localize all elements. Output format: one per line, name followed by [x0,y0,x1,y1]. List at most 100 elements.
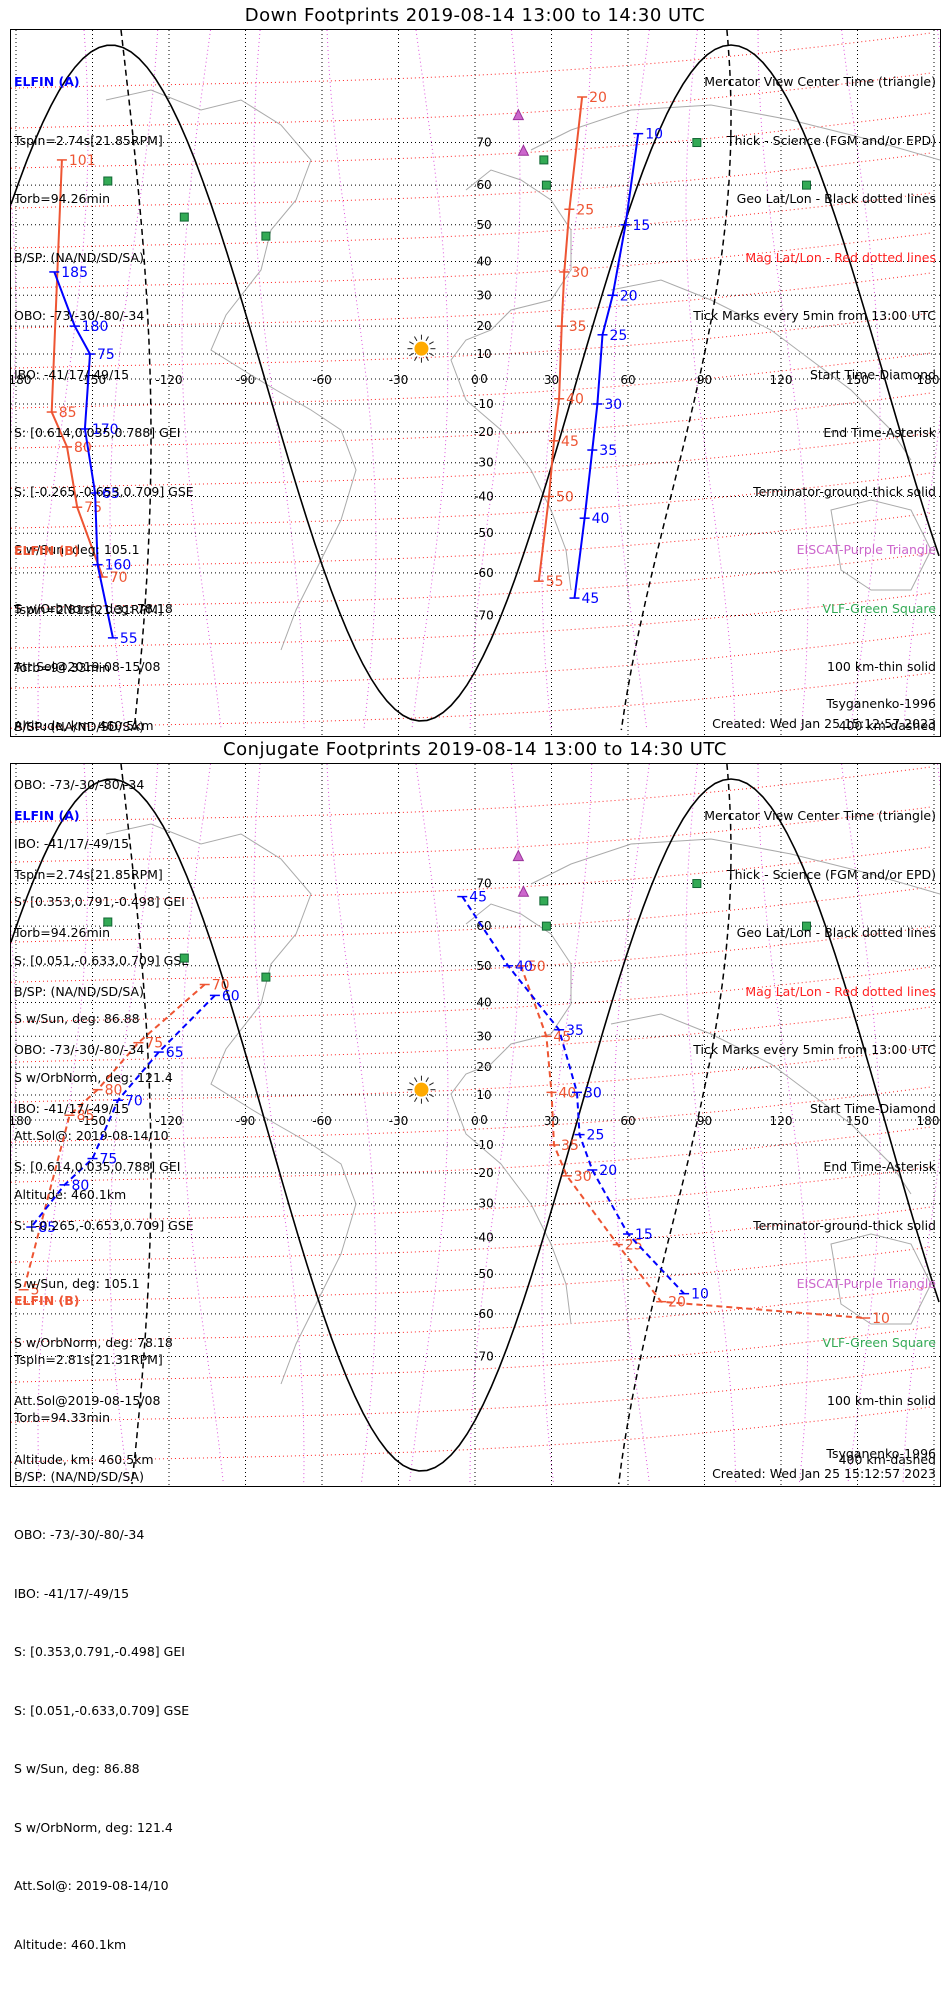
lon-tick-label: -60 [312,373,332,387]
vlf-square [179,212,189,222]
coastline [450,903,572,1325]
mag-lat-line [11,472,932,529]
mag-lat-line [11,1126,932,1183]
coastline [830,1233,932,1325]
elfin-a-line: S: [0.614,0.035,0.788] GEI [14,1159,181,1174]
mag-lat-line [11,1046,932,1103]
conjugate-footprints-map-panel: 180 -150 -120 -90 -60 -30 0 30 60 90 120 150 180 70 60… [10,763,941,1952]
legend-item: Geo Lat/Lon - Black dotted lines [736,925,936,940]
elfin-a-line: S w/OrbNorm, deg: 78.18 [14,600,173,616]
elfin-b-tick-label: 25 [576,202,594,218]
vlf-square [103,176,113,186]
mag-lat-line [11,32,932,89]
elfin-b-line: S: [0.051,-0.633,0.709] GSE [14,1702,190,1718]
elfin-b-line: S w/Sun, deg: 86.88 [14,1761,140,1776]
lat-tick-label: -20 [474,1166,494,1180]
sun-ray [425,1097,429,1103]
mag-lat-line [11,552,932,609]
lon-tick-label: 120 [770,373,793,387]
elfin-a-tick-label: 15 [635,1227,653,1243]
sun-ray [428,1082,434,1086]
lat-tick-label: -50 [474,1267,494,1281]
elfin-b-tick-label: 50 [556,490,574,506]
lon-tick-label: 0 [471,373,479,387]
altitude-400km-line [120,764,152,1485]
lat-tick-label: -20 [474,425,494,439]
altitude-400km-line [620,30,732,731]
elfin-a-tick-label: 60 [222,988,240,1004]
elfin-b-tick-label: 10 [872,1311,890,1327]
mag-lat-line [11,1246,932,1303]
lat-tick-label: 10 [476,1088,491,1102]
elfin-a-name: ELFIN (A) [14,808,80,823]
vlf-square [692,879,702,889]
lat-tick-label: -70 [474,1349,494,1363]
legend-item: 100 km-thin solid [827,659,936,674]
lat-tick-label: -30 [474,456,494,470]
elfin-a-tick-label: 40 [592,511,610,527]
vlf-square [541,180,551,190]
elfin-a-line: Torb=94.26min [14,191,111,206]
lat-tick-label: -30 [474,1197,494,1211]
elfin-a-tick-label: 75 [97,347,115,363]
mag-lat-line [11,1326,932,1383]
elfin-b-line: B/SP: (NA/ND/SD/SA) [14,718,144,734]
lon-tick-label: -30 [389,1114,409,1128]
sun-icon [407,1075,436,1104]
lon-tick-label: 150 [846,373,869,387]
elfin-a-tick-label: 35 [599,443,617,459]
map-legend: Mercator View Center Time (triangle) Thi… [693,767,936,1508]
elfin-a-line: IBO: -41/17/-49/15 [14,366,130,382]
elfin-b-line: S: [0.353,0.791,-0.498] GEI [14,894,185,909]
created-label: Created: Wed Jan 25 15:12:57 2023 [712,1466,936,1481]
mag-lat-line [11,806,932,863]
lat-tick-label: -70 [474,608,494,622]
legend-item: Mag Lat/Lon - Red dotted lines [745,983,936,999]
lat-tick-label: 50 [476,959,491,973]
elfin-a-line: S w/OrbNorm, deg: 78.18 [14,1334,173,1350]
legend-item: End Time-Asterisk [823,425,936,440]
elfin-a-tick-label: 65 [166,1045,184,1061]
legend-item: End Time-Asterisk [823,1159,936,1174]
sun-icon [407,334,436,363]
mag-lon-line [411,30,449,731]
vlf-square [539,896,549,906]
elfin-a-line: Att.Sol@2019-08-15/08 [14,1393,161,1408]
mag-lat-line [11,766,932,823]
mag-lon-line [253,764,305,1485]
sun-ray [409,341,414,345]
elfin-a-track [30,994,216,1228]
legend-item: Mag Lat/Lon - Red dotted lines [745,249,936,265]
elfin-a-tick-label: 85 [38,1220,56,1236]
lon-tick-label: -90 [236,1114,256,1128]
mag-lat-line [11,1086,932,1143]
elfin-a-tick-label: 20 [620,288,638,304]
mag-lat-line [11,1406,932,1463]
lon-tick-label: -60 [312,1114,332,1128]
elfin-a-info: ELFIN (A) Tspin=2.74s[21.85RPM] Torb=94.… [14,33,194,774]
lon-tick-label: -150 [79,1114,106,1128]
elfin-a-line: Altitude, km: 460.5km [14,1451,154,1467]
lon-tick-label: -120 [155,1114,182,1128]
lon-tick-label: 180 [917,373,940,387]
mag-lon-line [408,764,449,1485]
terminator-line [11,778,940,1472]
sun-ray [414,356,418,362]
mag-lon-line [37,30,89,731]
elfin-a-tick-label: 65 [102,486,120,502]
lat-tick-label: 60 [476,178,491,192]
vlf-square [539,155,549,165]
sun-ray [425,1077,429,1083]
vlf-square [179,953,189,963]
elfin-a-track [573,133,640,599]
lon-tick-label: -120 [155,373,182,387]
elfin-b-line: S w/OrbNorm, deg: 121.4 [14,1819,173,1835]
legend-item: Terminator-ground-thick solid [753,1217,936,1233]
elfin-b-line: Att.Sol@: 2019-08-14/10 [14,1878,169,1893]
elfin-b-tick-label: 75 [145,1036,163,1052]
elfin-b-line: Altitude: 460.1km [14,1936,127,1952]
elfin-b-line: Tspin=2.81s[21.31RPM] [14,601,163,617]
elfin-a-line: B/SP: (NA/ND/SD/SA) [14,249,144,265]
mag-lon-line [109,30,159,731]
elfin-b-tick-label: 20 [668,1295,686,1311]
